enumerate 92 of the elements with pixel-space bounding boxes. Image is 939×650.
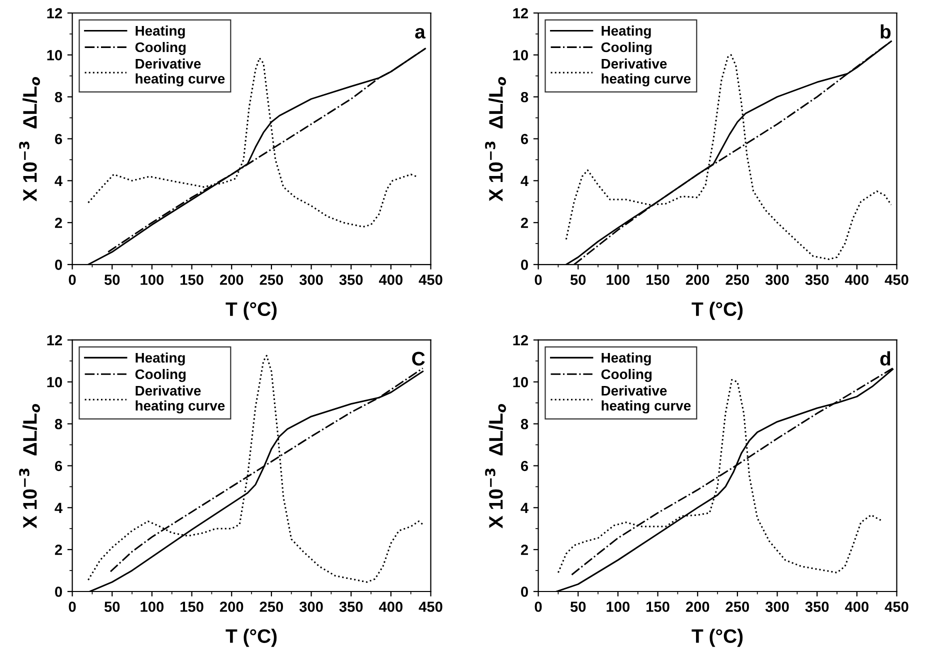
- y-tick-label: 10: [513, 377, 528, 388]
- y-tick-label: 10: [513, 50, 528, 60]
- x-tick-label: 50: [570, 602, 586, 612]
- x-tick-label: 350: [339, 274, 363, 285]
- y-axis-title: X 10$^{−3}$ ΔL/L$_{o}$: [19, 76, 40, 202]
- x-tick-label: 50: [570, 274, 586, 285]
- y-tick-label: 6: [55, 460, 62, 472]
- annotation: b: [880, 24, 891, 39]
- x-tick-label: 150: [646, 602, 670, 612]
- x-tick-label: 0: [68, 602, 76, 612]
- y-axis-title: X 10$^{−3}$ ΔL/L$_{o}$: [19, 404, 40, 528]
- x-tick-label: 100: [140, 274, 164, 285]
- y-tick-label: 8: [520, 92, 528, 102]
- y-tick-label: 2: [54, 544, 62, 555]
- legend-label: Cooling: [135, 368, 186, 382]
- y-tick-label: 12: [47, 335, 62, 346]
- x-tick-label: 0: [534, 274, 542, 285]
- x-tick-label: 250: [260, 602, 284, 612]
- x-tick-label: 450: [418, 274, 442, 285]
- y-tick-label: 2: [520, 218, 528, 228]
- legend-label: Derivative heating curve: [602, 58, 691, 86]
- x-tick-label: 300: [299, 274, 323, 285]
- x-tick-label: 400: [378, 274, 402, 285]
- legend-label: Heating: [136, 352, 185, 366]
- x-tick-label: 100: [140, 602, 164, 612]
- x-tick-label: 400: [378, 602, 402, 612]
- x-tick-label: 0: [534, 602, 542, 612]
- y-tick-label: 8: [54, 418, 62, 430]
- x-tick-label: 450: [884, 274, 908, 285]
- legend-label: Heating: [136, 26, 185, 39]
- x-tick-label: 300: [299, 602, 323, 612]
- annotation: C: [412, 352, 425, 366]
- y-axis-title: X 10$^{−3}$ ΔL/L$_{o}$: [485, 76, 506, 202]
- y-tick-label: 0: [521, 260, 528, 270]
- y-tick-label: 4: [520, 502, 528, 513]
- y-tick-label: 10: [47, 50, 62, 60]
- x-tick-label: 400: [844, 602, 868, 612]
- legend-label: Cooling: [601, 368, 652, 382]
- y-tick-label: 12: [47, 8, 62, 18]
- x-tick-label: 200: [220, 274, 244, 285]
- legend-label: Heating: [602, 352, 651, 366]
- x-tick-label: 50: [104, 602, 120, 612]
- y-tick-label: 12: [513, 8, 528, 18]
- x-axis-title: T (°C): [692, 628, 743, 647]
- x-tick-label: 350: [339, 602, 363, 612]
- x-tick-label: 250: [726, 274, 749, 285]
- y-tick-label: 6: [55, 134, 62, 144]
- y-axis-title: X 10$^{−3}$ ΔL/L$_{o}$: [485, 404, 506, 528]
- x-tick-label: 100: [606, 274, 630, 285]
- x-tick-label: 300: [765, 274, 789, 285]
- legend-label: Derivative heating curve: [136, 58, 225, 86]
- legend-label: Derivative heating curve: [136, 385, 225, 414]
- x-tick-label: 150: [180, 602, 204, 612]
- y-tick-label: 8: [54, 92, 62, 102]
- x-axis-title: T (°C): [226, 302, 277, 320]
- legend-label: Cooling: [601, 42, 652, 55]
- y-tick-label: 12: [513, 335, 528, 346]
- legend-label: Derivative heating curve: [602, 385, 691, 414]
- x-axis-title: T (°C): [226, 628, 277, 647]
- y-tick-label: 0: [55, 260, 62, 270]
- x-tick-label: 0: [68, 274, 76, 285]
- x-tick-label: 450: [884, 602, 908, 612]
- x-tick-label: 200: [686, 274, 710, 285]
- x-tick-label: 150: [646, 274, 670, 285]
- y-tick-label: 0: [521, 586, 528, 597]
- y-tick-label: 4: [54, 502, 63, 513]
- y-tick-label: 8: [520, 418, 528, 430]
- x-tick-label: 250: [726, 602, 749, 612]
- y-tick-label: 6: [520, 134, 528, 144]
- x-tick-label: 400: [844, 274, 868, 285]
- x-tick-label: 100: [606, 602, 630, 612]
- x-axis-title: T (°C): [692, 302, 743, 320]
- x-tick-label: 450: [418, 602, 442, 612]
- legend-label: Cooling: [135, 42, 186, 55]
- y-tick-label: 6: [520, 460, 528, 472]
- x-tick-label: 150: [180, 274, 204, 285]
- y-tick-label: 4: [54, 176, 63, 186]
- x-tick-label: 350: [805, 602, 829, 612]
- annotation: a: [415, 28, 426, 39]
- x-tick-label: 200: [220, 602, 244, 612]
- x-tick-label: 350: [805, 274, 829, 285]
- y-tick-label: 10: [47, 377, 62, 388]
- y-tick-label: 2: [54, 218, 62, 228]
- y-tick-label: 2: [520, 544, 528, 555]
- y-tick-label: 4: [520, 176, 528, 186]
- x-tick-label: 50: [104, 274, 120, 285]
- annotation: d: [880, 351, 890, 366]
- x-tick-label: 300: [765, 602, 789, 612]
- legend-label: Heating: [602, 26, 651, 39]
- x-tick-label: 200: [686, 602, 710, 612]
- y-tick-label: 0: [55, 586, 62, 597]
- x-tick-label: 250: [260, 274, 284, 285]
